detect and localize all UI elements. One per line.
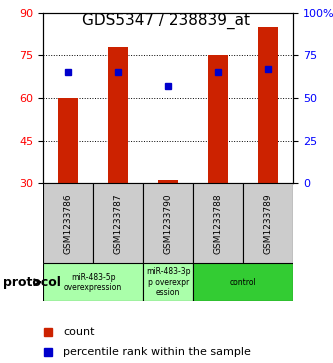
- Text: miR-483-3p
p overexpr
ession: miR-483-3p p overexpr ession: [146, 267, 190, 297]
- Text: control: control: [230, 278, 256, 287]
- Text: GDS5347 / 238839_at: GDS5347 / 238839_at: [83, 13, 250, 29]
- Bar: [158, 180, 178, 183]
- Bar: [208, 55, 228, 183]
- Text: protocol: protocol: [3, 276, 61, 289]
- Text: GSM1233788: GSM1233788: [213, 193, 223, 254]
- Bar: [258, 27, 278, 183]
- Text: GSM1233787: GSM1233787: [114, 193, 123, 254]
- Bar: [193, 263, 293, 301]
- Bar: [43, 263, 143, 301]
- Bar: [143, 263, 193, 301]
- Text: count: count: [63, 327, 95, 337]
- Text: percentile rank within the sample: percentile rank within the sample: [63, 347, 251, 357]
- Bar: [58, 98, 78, 183]
- Text: miR-483-5p
overexpression: miR-483-5p overexpression: [64, 273, 122, 292]
- Text: GSM1233786: GSM1233786: [64, 193, 73, 254]
- Bar: [243, 183, 293, 263]
- Text: GSM1233790: GSM1233790: [164, 193, 173, 254]
- Text: GSM1233789: GSM1233789: [263, 193, 273, 254]
- Bar: [143, 183, 193, 263]
- Bar: [108, 47, 128, 183]
- Bar: [43, 183, 93, 263]
- Bar: [193, 183, 243, 263]
- Bar: [93, 183, 143, 263]
